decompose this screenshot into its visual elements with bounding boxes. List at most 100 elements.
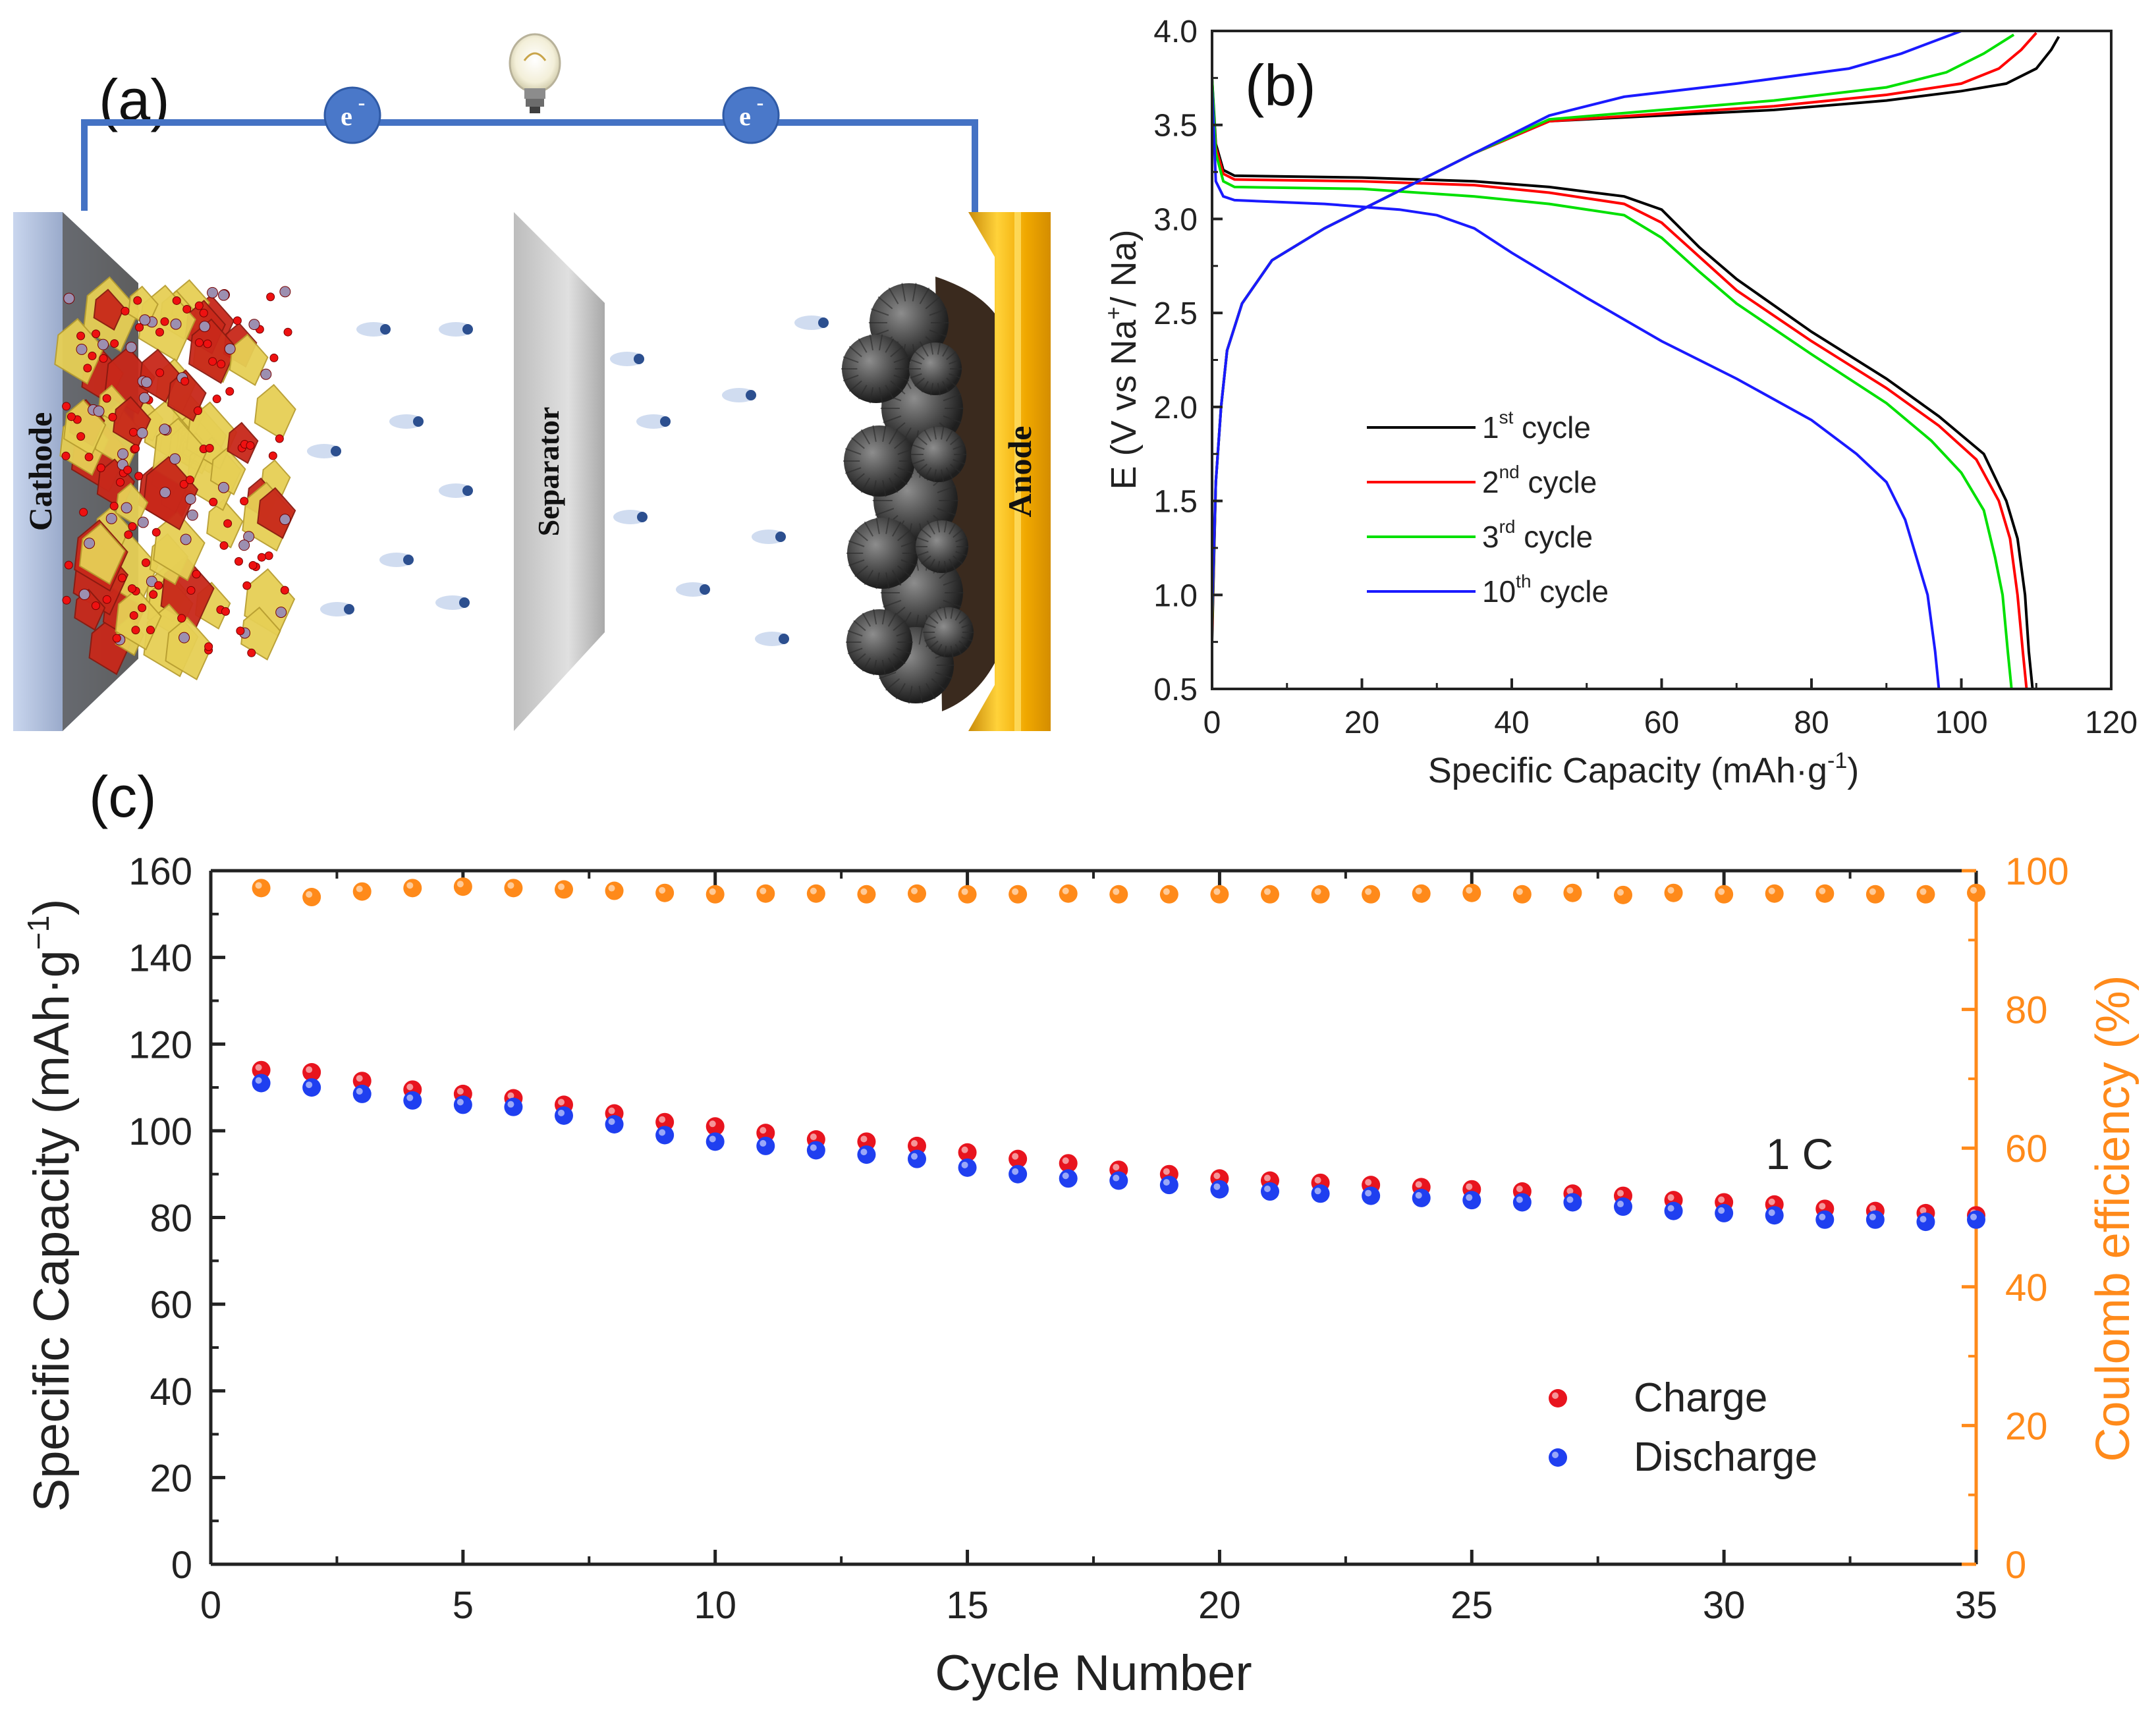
point-charge-highlight [558,1099,565,1106]
sodium-ion [660,416,671,427]
nanosphere-spike [895,683,906,699]
point-discharge-highlight [1314,1188,1321,1195]
crystal-atom-o [264,551,273,560]
point-coulomb-efficiency-highlight [1213,888,1221,895]
crystal-atom-o [179,479,188,489]
nanosphere-spike [928,640,939,649]
crystal-atom-o [269,353,279,362]
nanosphere-spike [953,444,966,451]
point-discharge-highlight [1970,1213,1977,1220]
point-coulomb-efficiency-highlight [1466,887,1473,894]
point-coulomb-efficiency-highlight [1667,887,1674,894]
point-discharge-highlight [306,1081,313,1089]
sodium-ion [462,485,473,496]
nanosphere-spike [927,559,935,570]
crystal-atom-o [208,357,217,366]
point-discharge-highlight [608,1118,615,1126]
point-coulomb-efficiency-highlight [1113,888,1120,895]
nanosphere-spike [949,523,956,535]
point-coulomb-efficiency [705,885,725,904]
y2-tick-label: 0 [2005,1544,2026,1587]
crystal-atom-na [279,514,291,526]
point-discharge [958,1158,977,1177]
y-axis-title-sup: + [1101,307,1126,320]
nanosphere-spike [872,425,877,442]
point-coulomb-efficiency [1815,884,1835,903]
nanosphere-spike [942,345,950,357]
nanosphere-spike [873,659,877,676]
sodium-ion [331,446,341,456]
legend-label-sup: rd [1499,516,1516,537]
nanosphere-spike [937,485,956,493]
crystal-atom-o [195,338,204,347]
nanosphere-spike [897,467,914,474]
point-discharge-highlight [356,1087,363,1095]
anode-nanospheres [841,283,974,704]
point-discharge-highlight [1163,1179,1170,1186]
separator-label: Separator [532,407,565,537]
crystal-atom-o [112,634,121,643]
nanosphere-spike [893,374,910,382]
nanosphere-spike [893,356,910,364]
point-discharge-highlight [961,1161,968,1168]
point-discharge [1916,1213,1935,1232]
point-coulomb-efficiency [555,880,573,899]
nanosphere-spike [871,308,889,316]
nanosphere-spike [890,380,904,392]
nanosphere-spike [891,570,902,586]
point-coulomb-efficiency-highlight [1617,888,1624,896]
point-discharge-highlight [1566,1196,1574,1203]
legend-label-word: cycle [1513,410,1591,445]
crystal-tetrahedron [165,616,213,681]
x-tick-label: 20 [1198,1584,1241,1627]
point-coulomb-efficiency-highlight [659,887,666,894]
crystal-atom-na [207,287,219,298]
crystal-atom-na [121,502,132,514]
point-charge-highlight [306,1066,313,1074]
crystal-atom-o [149,590,158,599]
crystal-atom-o [247,648,256,657]
crystal-atom-na [199,321,211,333]
panel-b: (b) 0 20 40 60 80 100 120 0.5 1.0 1.5 2.0 2.5 3.0 3.5… [1101,14,2138,790]
point-discharge [1261,1182,1279,1201]
nanosphere-spike [942,381,950,393]
point-coulomb-efficiency [806,884,825,903]
crystal-atom-o [121,306,130,315]
nanosphere-spike [900,559,918,566]
crystal-atom-o [67,412,76,422]
crystal-atom-o [155,327,164,337]
x-tick-label: 5 [453,1584,474,1627]
crystal-atom-na [63,292,75,304]
x-tick-label: 40 [1494,705,1529,740]
nanosphere-spike [946,377,956,387]
nanosphere-spike [885,338,895,353]
crystal-atom-na [76,343,88,355]
point-coulomb-efficiency-highlight [1869,888,1876,895]
hollow-nanosphere [909,342,962,395]
nanosphere-spike [924,467,932,479]
crystal-atom-o [155,368,165,377]
crystal-atom-na [140,376,152,388]
crystal-atom-na [105,512,117,524]
point-discharge [1715,1203,1734,1222]
crystal-atom-o [154,581,163,590]
crystal-atom-na [260,368,272,380]
nanosphere-spike [918,626,924,645]
crystal-atom-o [131,626,140,635]
point-charge-highlight [608,1107,615,1114]
point-discharge-highlight [1415,1191,1422,1199]
nanosphere-spike [882,425,887,442]
point-discharge [655,1126,675,1145]
point-discharge [1210,1180,1229,1199]
point-discharge [252,1074,271,1093]
point-discharge-highlight [810,1144,817,1151]
nanosphere-spike [946,351,956,360]
crystal-atom-na [117,448,129,460]
crystal-atom-na [137,516,149,528]
y-tick-label: 20 [150,1457,192,1500]
nanosphere-spike [864,521,874,537]
point-coulomb-efficiency [1159,885,1178,904]
crystal-atom-o [219,541,229,550]
point-coulomb-efficiency [352,882,372,901]
sodium-ion [634,354,644,364]
